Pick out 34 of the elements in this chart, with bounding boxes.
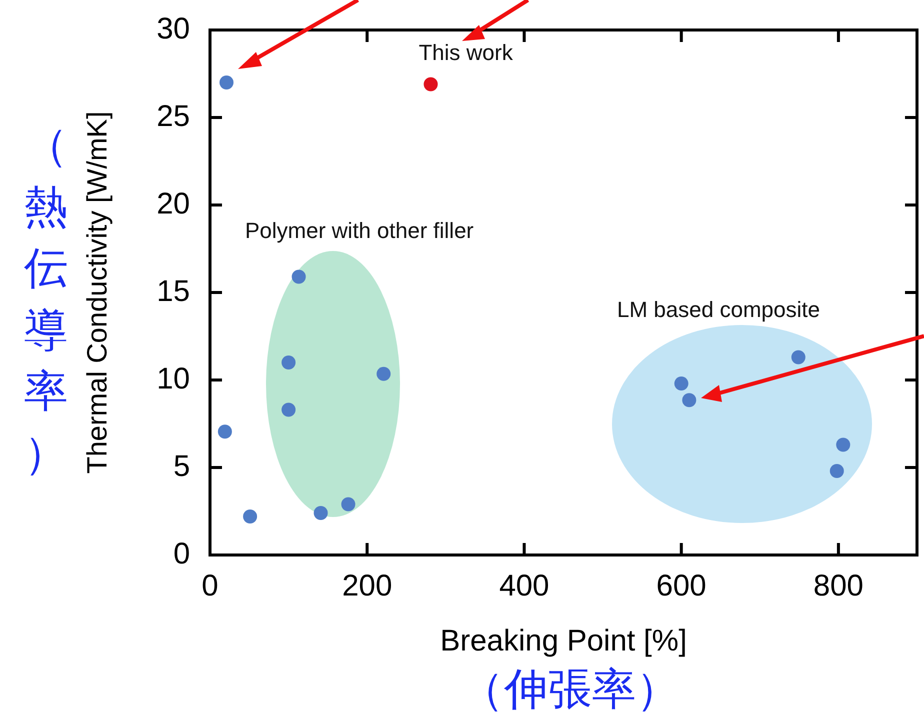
point	[341, 497, 356, 512]
text: （伸張率）	[460, 664, 680, 715]
x-tick-label: 0	[202, 569, 218, 602]
y-tick-label: 25	[156, 100, 190, 133]
y-tick-label: 15	[156, 274, 190, 308]
annotation: Polymer with other filler	[245, 218, 474, 244]
point	[219, 76, 234, 90]
y-tick-label: 0	[173, 537, 190, 570]
point	[682, 393, 696, 408]
y-tick-label: 10	[156, 362, 190, 396]
point	[836, 438, 850, 452]
point	[282, 402, 296, 417]
y-tick-label: 30	[156, 12, 190, 46]
y-tick-label: 20	[156, 187, 190, 220]
text: （熱伝導率）	[24, 119, 68, 481]
point	[791, 350, 806, 364]
y-axis-title: Thermal Conductivity [W/mK]	[82, 111, 113, 474]
point	[314, 506, 328, 520]
point	[424, 77, 438, 92]
point	[376, 366, 391, 381]
point	[282, 356, 296, 370]
point	[830, 464, 844, 478]
point	[218, 424, 232, 439]
x-tick-label: 600	[656, 569, 706, 602]
annotation: This work	[418, 40, 513, 66]
point	[674, 376, 688, 390]
x-axis-title: Breaking Point [%]	[440, 624, 687, 658]
point	[292, 270, 306, 284]
x-tick-label: 200	[342, 569, 392, 602]
x-tick-label: 400	[499, 569, 550, 602]
point	[243, 510, 258, 524]
y-tick-label: 5	[173, 450, 190, 483]
x-tick-label: 800	[813, 569, 864, 602]
annotation: LM based composite	[617, 297, 820, 323]
